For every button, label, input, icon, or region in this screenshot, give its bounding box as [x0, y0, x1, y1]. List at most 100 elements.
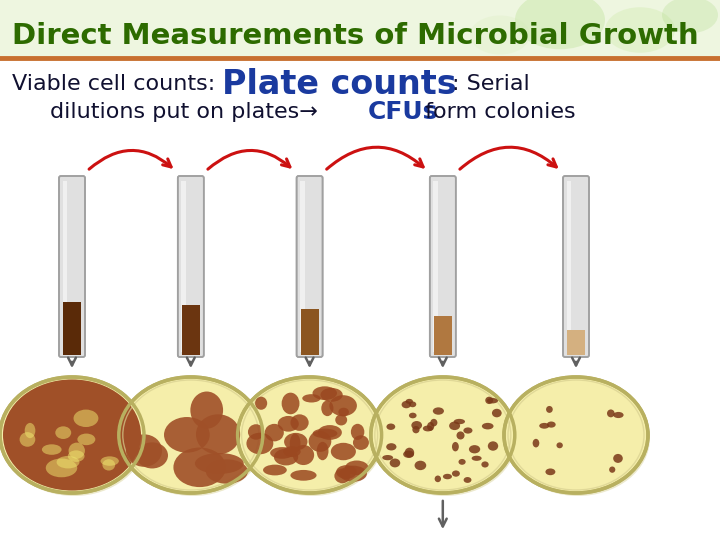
Ellipse shape — [435, 476, 441, 482]
Ellipse shape — [433, 407, 444, 415]
Ellipse shape — [339, 465, 367, 482]
Ellipse shape — [57, 456, 79, 469]
Ellipse shape — [334, 469, 351, 483]
Ellipse shape — [101, 456, 119, 466]
FancyBboxPatch shape — [563, 176, 589, 357]
Ellipse shape — [472, 456, 482, 461]
Ellipse shape — [329, 395, 357, 416]
Ellipse shape — [3, 380, 141, 490]
Ellipse shape — [402, 401, 411, 408]
Text: form colonies: form colonies — [418, 102, 575, 122]
Text: dilutions put on plates→: dilutions put on plates→ — [50, 102, 325, 122]
Ellipse shape — [382, 455, 393, 460]
Ellipse shape — [338, 408, 349, 416]
Ellipse shape — [546, 469, 555, 475]
Ellipse shape — [126, 434, 162, 467]
Ellipse shape — [309, 431, 331, 452]
FancyArrowPatch shape — [208, 151, 290, 169]
Ellipse shape — [289, 434, 300, 453]
Ellipse shape — [431, 419, 437, 427]
FancyBboxPatch shape — [59, 176, 85, 357]
Ellipse shape — [312, 429, 338, 438]
Bar — [433, 316, 452, 355]
Ellipse shape — [2, 380, 146, 496]
FancyArrowPatch shape — [460, 147, 557, 169]
Ellipse shape — [452, 470, 460, 477]
Bar — [0, 0, 720, 58]
Ellipse shape — [73, 409, 99, 427]
Ellipse shape — [492, 409, 502, 417]
Ellipse shape — [539, 423, 549, 429]
Ellipse shape — [459, 459, 466, 465]
Ellipse shape — [345, 461, 369, 475]
Ellipse shape — [613, 454, 623, 463]
Ellipse shape — [77, 434, 95, 445]
Ellipse shape — [164, 417, 210, 453]
Ellipse shape — [452, 442, 459, 451]
Ellipse shape — [415, 461, 426, 470]
Ellipse shape — [336, 414, 347, 426]
Ellipse shape — [405, 399, 413, 404]
Ellipse shape — [482, 423, 493, 429]
FancyBboxPatch shape — [430, 176, 456, 357]
Ellipse shape — [482, 461, 489, 468]
Ellipse shape — [485, 397, 493, 404]
Ellipse shape — [136, 442, 168, 469]
Ellipse shape — [246, 433, 274, 454]
FancyArrowPatch shape — [327, 147, 423, 169]
Ellipse shape — [506, 380, 650, 496]
Ellipse shape — [0, 377, 144, 493]
FancyBboxPatch shape — [297, 176, 323, 357]
Ellipse shape — [102, 459, 115, 470]
Ellipse shape — [413, 426, 420, 433]
Ellipse shape — [320, 388, 343, 402]
Ellipse shape — [42, 444, 62, 455]
Ellipse shape — [68, 450, 84, 462]
Bar — [181, 181, 186, 352]
Ellipse shape — [533, 439, 539, 448]
Ellipse shape — [46, 458, 77, 477]
Ellipse shape — [449, 422, 460, 430]
FancyArrowPatch shape — [89, 151, 171, 169]
Ellipse shape — [605, 7, 675, 53]
Ellipse shape — [504, 377, 648, 493]
Ellipse shape — [121, 380, 265, 496]
Ellipse shape — [293, 445, 314, 465]
Ellipse shape — [387, 423, 395, 430]
Ellipse shape — [546, 406, 553, 413]
Ellipse shape — [423, 426, 433, 431]
Ellipse shape — [318, 425, 342, 440]
Ellipse shape — [174, 448, 226, 487]
Ellipse shape — [270, 447, 294, 459]
Text: CFUs: CFUs — [368, 100, 438, 124]
Ellipse shape — [196, 414, 240, 455]
Ellipse shape — [119, 377, 263, 493]
Ellipse shape — [607, 409, 615, 417]
Ellipse shape — [68, 443, 85, 459]
Bar — [300, 181, 305, 352]
Ellipse shape — [290, 414, 309, 431]
Bar — [567, 330, 585, 355]
Ellipse shape — [488, 441, 498, 451]
Ellipse shape — [248, 424, 264, 440]
Ellipse shape — [206, 460, 248, 484]
Bar — [301, 309, 319, 355]
Ellipse shape — [547, 422, 556, 428]
Ellipse shape — [390, 458, 400, 468]
Ellipse shape — [282, 393, 300, 414]
Ellipse shape — [240, 380, 384, 496]
Text: Plate counts: Plate counts — [222, 68, 456, 100]
Ellipse shape — [278, 416, 299, 431]
Text: Direct Measurements of Microbial Growth: Direct Measurements of Microbial Growth — [12, 22, 698, 50]
Ellipse shape — [464, 477, 472, 483]
Ellipse shape — [274, 449, 298, 465]
Bar — [567, 181, 572, 352]
Ellipse shape — [195, 453, 244, 474]
Ellipse shape — [190, 392, 223, 429]
Ellipse shape — [469, 445, 480, 454]
Bar — [63, 181, 68, 352]
Bar — [63, 302, 81, 355]
Ellipse shape — [302, 394, 320, 402]
Ellipse shape — [317, 442, 328, 460]
Ellipse shape — [265, 424, 284, 441]
